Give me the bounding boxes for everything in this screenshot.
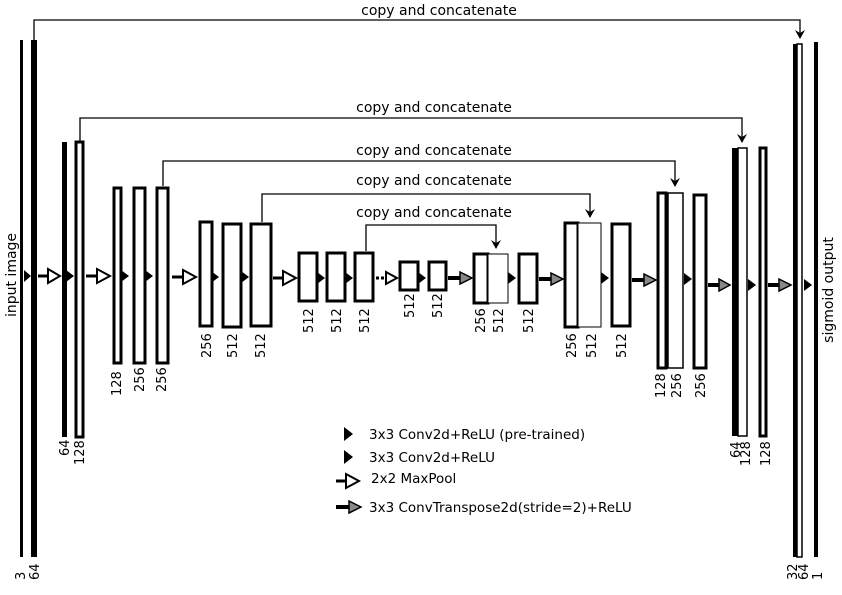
skip-label-1: copy and concatenate	[356, 100, 512, 116]
block-dec-256	[472, 252, 490, 305]
maxpool-arrows	[38, 267, 400, 287]
block-out-1	[814, 42, 818, 557]
block-enc-512e	[353, 251, 375, 303]
legend: 3x3 Conv2d+ReLU (pre-trained) 3x3 Conv2d…	[336, 427, 632, 516]
block-dec-512a	[517, 252, 539, 305]
ch-512a: 512	[226, 333, 241, 358]
block-dec-128-copy	[737, 147, 748, 437]
skip-connection-4	[365, 224, 501, 251]
block-enc-512c	[297, 251, 319, 303]
skip-connection-2	[162, 160, 680, 187]
block-enc-256b	[155, 186, 170, 365]
legend-conv-label: 3x3 Conv2d+ReLU	[369, 450, 495, 466]
block-enc-64b	[62, 142, 67, 437]
ch-128a: 128	[73, 440, 88, 465]
ch-256c: 256	[200, 333, 215, 358]
channel-labels: 3 64 64 128 128 256 256 256 512 512 512 …	[14, 293, 826, 580]
block-enc-512b	[249, 222, 273, 328]
block-enc-128b	[112, 186, 123, 365]
ch-d128: 128	[654, 373, 669, 398]
block-out-32	[793, 44, 797, 557]
ch-512b: 512	[254, 333, 269, 358]
legend-convtranspose-label: 3x3 ConvTranspose2d(stride=2)+ReLU	[369, 500, 632, 516]
ch-d512a: 512	[492, 308, 507, 333]
block-dec-128b	[758, 146, 768, 438]
convtranspose-arrows	[448, 270, 793, 293]
conv-arrows	[24, 270, 812, 291]
block-dec-128	[656, 191, 668, 370]
block-dec-256-copy	[667, 192, 684, 369]
ch-512g: 512	[431, 293, 446, 318]
skip-connection-top	[33, 19, 805, 40]
ch-d512b: 512	[522, 308, 537, 333]
skip-connection-3	[261, 193, 595, 222]
sigmoid-output-label: sigmoid output	[821, 237, 837, 343]
ch-d256: 256	[474, 308, 489, 333]
block-bot-512a	[398, 260, 420, 292]
block-enc-256c	[198, 220, 214, 328]
skip-connection-1	[79, 117, 747, 143]
ch-d128c: 128	[759, 441, 774, 466]
ch-512e: 512	[358, 308, 373, 333]
ch-d64: 64	[729, 441, 744, 458]
ch-256a: 256	[133, 367, 148, 392]
block-out-64-copy	[796, 43, 803, 558]
ch-512c: 512	[302, 308, 317, 333]
block-input-3	[20, 40, 23, 557]
ch-d256d: 256	[694, 373, 709, 398]
ch-d512d: 512	[615, 333, 630, 358]
block-enc-64a	[31, 40, 37, 557]
input-image-label: input image	[4, 233, 20, 317]
ch-128b: 128	[110, 371, 125, 396]
legend-conv-pretrained-icon	[344, 427, 353, 441]
block-dec-64	[732, 148, 738, 436]
skip-label-top: copy and concatenate	[361, 3, 517, 19]
ch-d1: 1	[811, 572, 826, 580]
ch-d128b: 128	[739, 441, 754, 466]
ch-64b: 64	[58, 439, 73, 456]
ch-d512c: 512	[585, 333, 600, 358]
ch-d256b: 256	[565, 333, 580, 358]
ch-d64b: 64	[797, 563, 812, 580]
block-enc-512d	[325, 251, 347, 303]
block-enc-256a	[132, 186, 147, 365]
ch-d256c: 256	[670, 373, 685, 398]
block-enc-512a	[221, 222, 243, 329]
legend-maxpool-icon	[345, 472, 362, 490]
ch-512d: 512	[330, 308, 345, 333]
legend-maxpool-label: 2x2 MaxPool	[371, 471, 456, 487]
block-enc-128a	[74, 140, 85, 439]
legend-conv-icon	[344, 450, 353, 464]
block-bot-512b	[427, 260, 448, 292]
ch-3: 3	[14, 572, 29, 580]
block-dec-512-copy-b	[577, 222, 602, 328]
ch-256b: 256	[155, 367, 170, 392]
legend-convtranspose-icon	[348, 499, 363, 515]
ch-d32: 32	[786, 563, 801, 580]
block-dec-256b	[563, 221, 580, 329]
skip-label-2: copy and concatenate	[356, 143, 512, 159]
skip-label-3: copy and concatenate	[356, 173, 512, 189]
ch-512f: 512	[403, 293, 418, 318]
ch-64a: 64	[28, 563, 43, 580]
skip-label-4: copy and concatenate	[356, 205, 512, 221]
block-dec-512b	[610, 222, 632, 328]
legend-conv-pretrained-label: 3x3 Conv2d+ReLU (pre-trained)	[369, 427, 585, 443]
block-dec-512-copy	[487, 253, 509, 304]
block-dec-256c	[692, 193, 708, 370]
